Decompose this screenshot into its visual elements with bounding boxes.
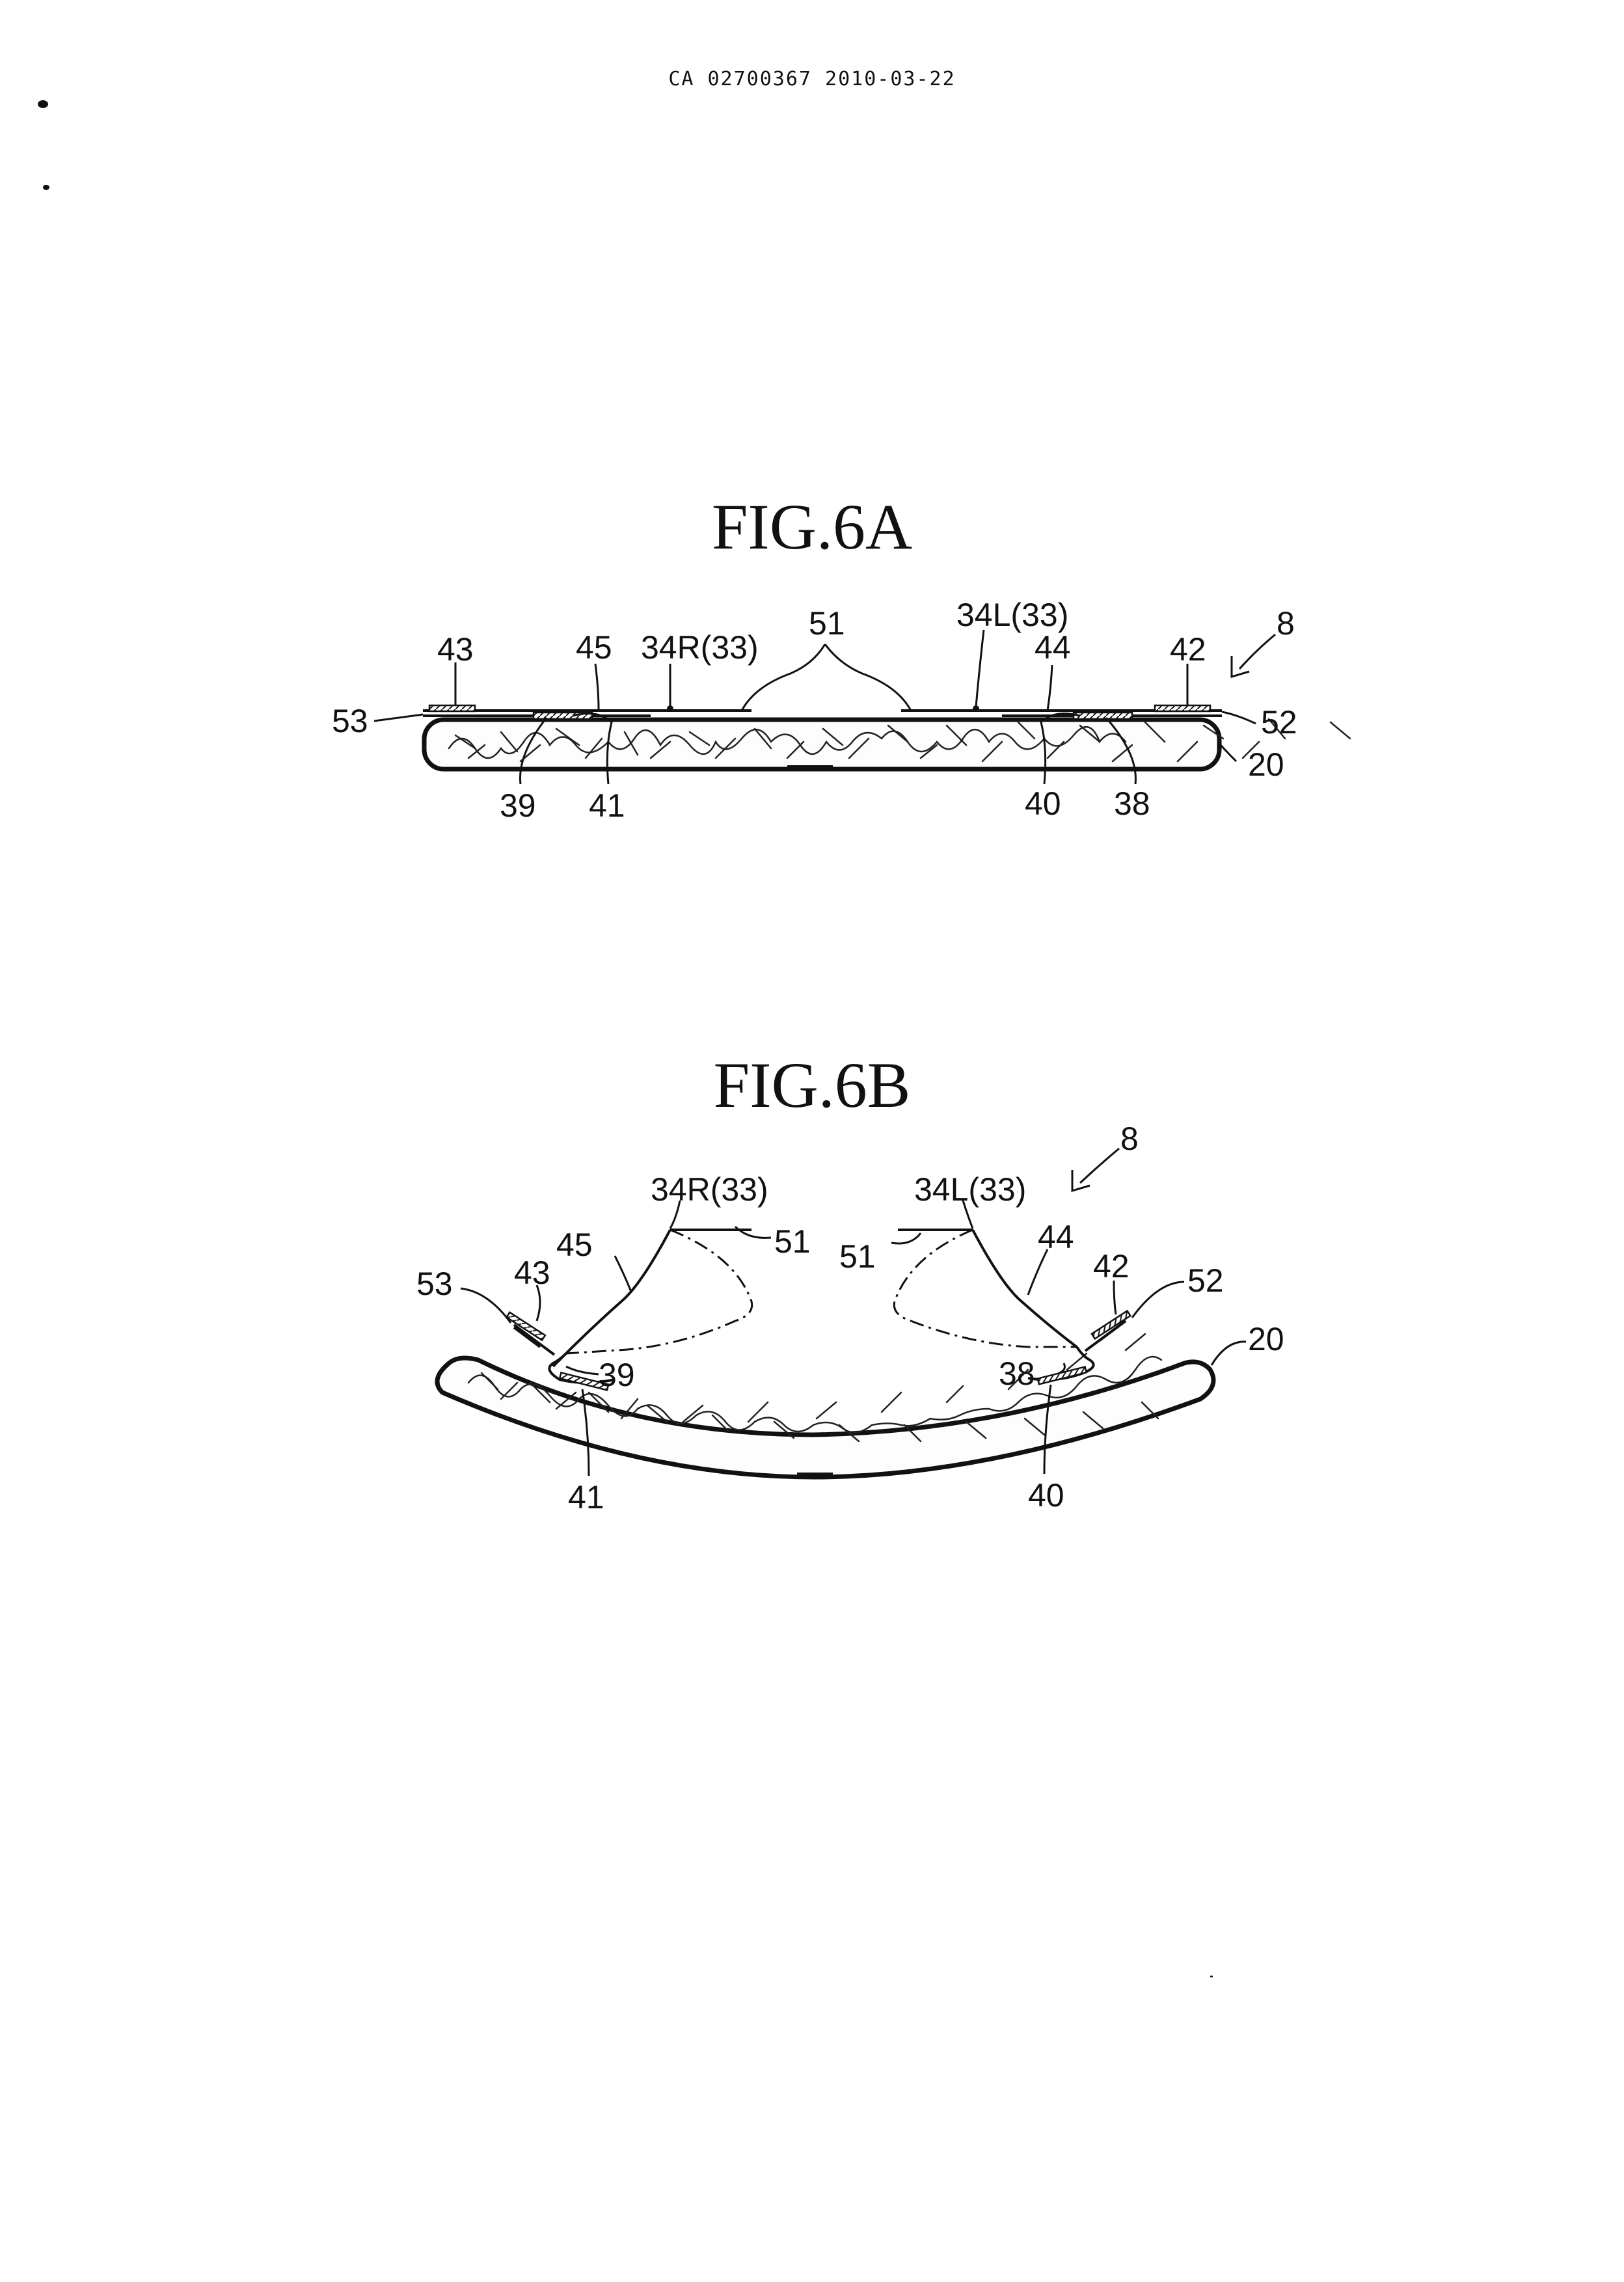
scan-speck [1210,1976,1213,1977]
label-38: 38 [999,1355,1035,1392]
label-8: 8 [1120,1121,1139,1157]
label-52: 52 [1187,1262,1224,1299]
label-51: 51 [774,1223,811,1260]
figure-6b-drawing: 34R(33) 34L(33) 8 45 51 51 44 43 42 53 5… [0,0,1624,1562]
label-44: 44 [1038,1219,1074,1255]
arrow-8-6b [1072,1148,1119,1191]
label-40: 40 [1028,1477,1064,1514]
label-39: 39 [599,1357,635,1393]
label-34l-33: 34L(33) [914,1171,1026,1208]
label-41: 41 [568,1479,604,1515]
label-53: 53 [416,1266,453,1302]
label-42: 42 [1093,1248,1130,1284]
label-43: 43 [514,1255,550,1291]
label-51: 51 [839,1238,876,1275]
label-34r-33: 34R(33) [651,1171,768,1208]
pad-center-mark-curved [797,1473,833,1478]
label-45: 45 [556,1227,593,1263]
label-20: 20 [1248,1321,1284,1357]
